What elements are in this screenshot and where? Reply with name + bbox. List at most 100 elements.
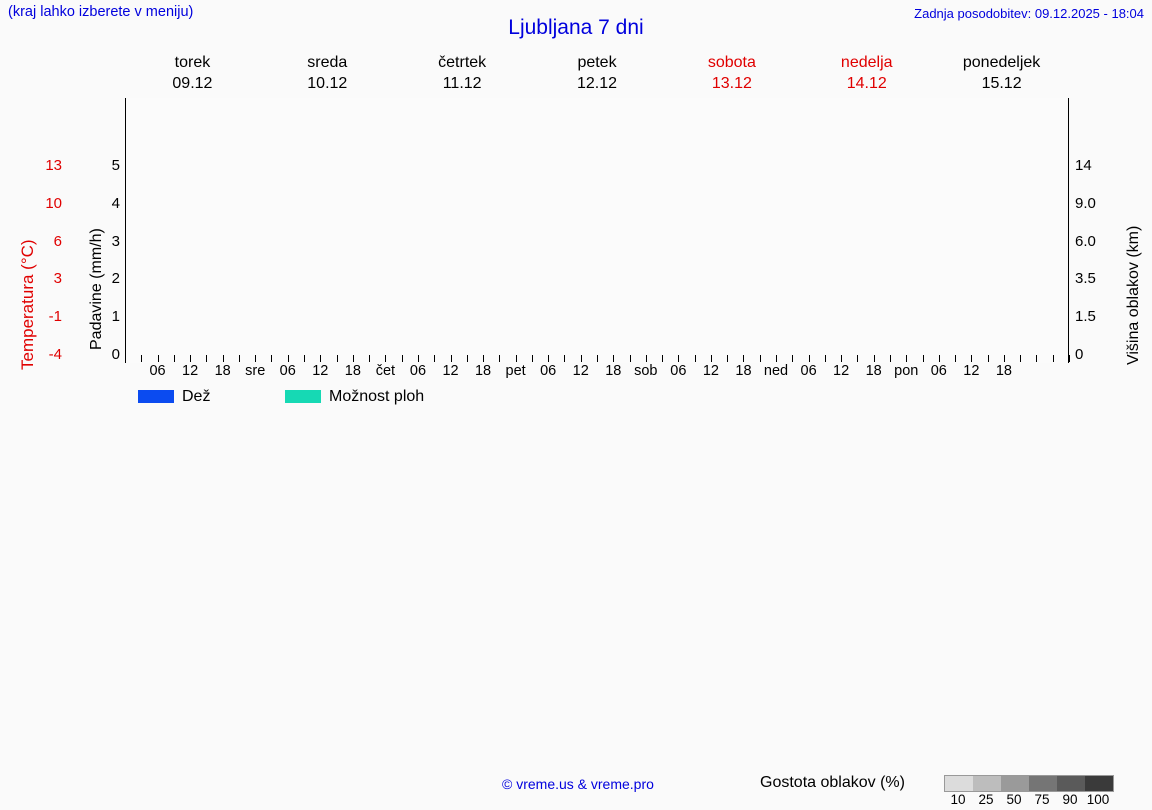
temperature-value-label: 1 — [391, 304, 401, 322]
x-tick-mark — [743, 355, 745, 362]
x-tick-mark — [483, 355, 485, 362]
calm-wind-icon — [866, 140, 884, 166]
day-date: 12.12 — [576, 75, 618, 92]
x-tick-label: 06 — [279, 363, 296, 379]
x-tick-mark — [580, 355, 582, 362]
x-tick-label: 06 — [540, 363, 557, 379]
calm-wind-icon — [563, 140, 581, 166]
x-tick-label: pet — [505, 363, 526, 379]
cloud-density-tick-label: 25 — [978, 792, 994, 807]
temperature-value-label: 7 — [585, 234, 595, 252]
sun-bars-icon — [968, 101, 1002, 139]
legend-rain-label: Dež — [182, 388, 211, 405]
axis-tick-label: 5 — [111, 157, 120, 174]
temperature-value-label: 1 — [933, 307, 943, 325]
calm-wind-icon — [984, 140, 1002, 166]
x-tick-label: 06 — [800, 363, 817, 379]
moon-bars-icon — [900, 101, 934, 139]
wind-barb-icon — [259, 140, 277, 166]
temperature-value-label: 2 — [651, 296, 661, 314]
moon-bars-icon — [766, 101, 800, 139]
x-tick-label: sob — [634, 363, 658, 379]
moon-bars-icon — [934, 101, 968, 139]
x-tick-mark — [369, 355, 371, 362]
cloud-density-swatch — [945, 776, 973, 791]
x-tick-mark — [808, 355, 810, 362]
x-tick-mark — [759, 355, 761, 362]
x-tick-mark — [857, 355, 859, 362]
x-tick-label: 06 — [409, 363, 427, 379]
last-update-label: Zadnja posodobitev: 09.12.2025 - 18:04 — [914, 6, 1144, 21]
sun-cloud-icon — [294, 101, 328, 139]
wind-barb-icon — [445, 140, 463, 166]
cloud-density-tick-label: 75 — [1034, 792, 1050, 807]
x-tick-mark — [906, 355, 908, 362]
day-name: sreda — [307, 54, 348, 71]
sun-cloud-icon — [192, 101, 226, 139]
x-tick-label: 12 — [833, 363, 850, 379]
wind-barb-icon — [209, 140, 227, 166]
moon-bars-icon — [530, 101, 564, 139]
x-tick-mark — [629, 355, 631, 362]
x-tick-mark — [792, 355, 794, 362]
copyright-link[interactable]: © vreme.us & vreme.pro — [502, 776, 654, 792]
x-tick-mark — [662, 355, 664, 362]
sun-cloud-bars-icon — [159, 101, 193, 139]
x-tick-label: pon — [894, 363, 919, 379]
calm-wind-icon — [765, 140, 783, 166]
sun-bars-icon — [462, 101, 496, 139]
day-header-ponedeljek: ponedeljek 15.12 — [934, 52, 1069, 97]
calm-wind-icon — [478, 140, 496, 166]
day-name: četrtek — [438, 54, 487, 71]
calm-wind-icon — [934, 140, 952, 166]
calm-wind-icon — [580, 140, 598, 166]
sun-cloud-icon — [867, 101, 901, 139]
cloud-sun-icon — [1002, 101, 1036, 139]
calm-wind-icon — [1035, 140, 1053, 166]
calm-wind-icon — [647, 140, 665, 166]
x-tick-mark — [1003, 355, 1005, 362]
day-date: 15.12 — [981, 75, 1022, 92]
cloud-density-title: Gostota oblakov (%) — [760, 774, 905, 791]
x-tick-label: sre — [245, 363, 266, 379]
x-tick-mark — [1036, 355, 1038, 362]
calm-wind-icon — [1052, 140, 1069, 166]
calm-wind-icon — [141, 140, 159, 166]
moon-cloud-icon — [226, 101, 260, 139]
showers-swatch — [285, 390, 321, 404]
wind-barb-band — [125, 140, 1069, 166]
day-header-četrtek: četrtek 11.12 — [395, 52, 530, 97]
calm-wind-icon — [495, 140, 513, 166]
temperature-value-label: 1 — [781, 302, 791, 320]
x-tick-mark — [645, 355, 647, 362]
x-tick-mark — [385, 355, 387, 362]
calm-wind-icon — [681, 140, 699, 166]
cloud-density-swatch — [1001, 776, 1029, 791]
temperature-value-label: 6 — [976, 245, 986, 263]
axis-tick-label: 3.5 — [1075, 270, 1096, 288]
x-tick-mark — [287, 355, 289, 362]
x-tick-mark — [157, 355, 159, 362]
x-tick-mark — [824, 355, 826, 362]
axis-tick-label: 4 — [111, 194, 120, 212]
x-tick-label: ned — [763, 363, 789, 379]
cloud-density-tick-label: 10 — [950, 792, 966, 807]
cloud-density-tick-label: 100 — [1086, 792, 1110, 807]
x-tick-mark — [401, 355, 403, 362]
x-tick-mark — [434, 355, 436, 362]
day-date: 13.12 — [711, 75, 752, 92]
moon-bars-icon — [799, 101, 833, 139]
legend-showers: Možnost ploh — [285, 388, 424, 406]
x-tick-mark — [613, 355, 615, 362]
calm-wind-icon — [714, 140, 732, 166]
day-header-sreda: sreda 10.12 — [260, 52, 395, 97]
x-tick-mark — [548, 355, 550, 362]
x-tick-mark — [417, 355, 419, 362]
day-date: 11.12 — [442, 75, 482, 92]
sun-bars-icon — [597, 101, 631, 139]
x-tick-mark — [727, 355, 729, 362]
calm-wind-icon — [900, 140, 918, 166]
axis-tick-label: 10 — [45, 194, 62, 212]
x-tick-mark — [1052, 355, 1054, 362]
calm-wind-icon — [950, 140, 968, 166]
